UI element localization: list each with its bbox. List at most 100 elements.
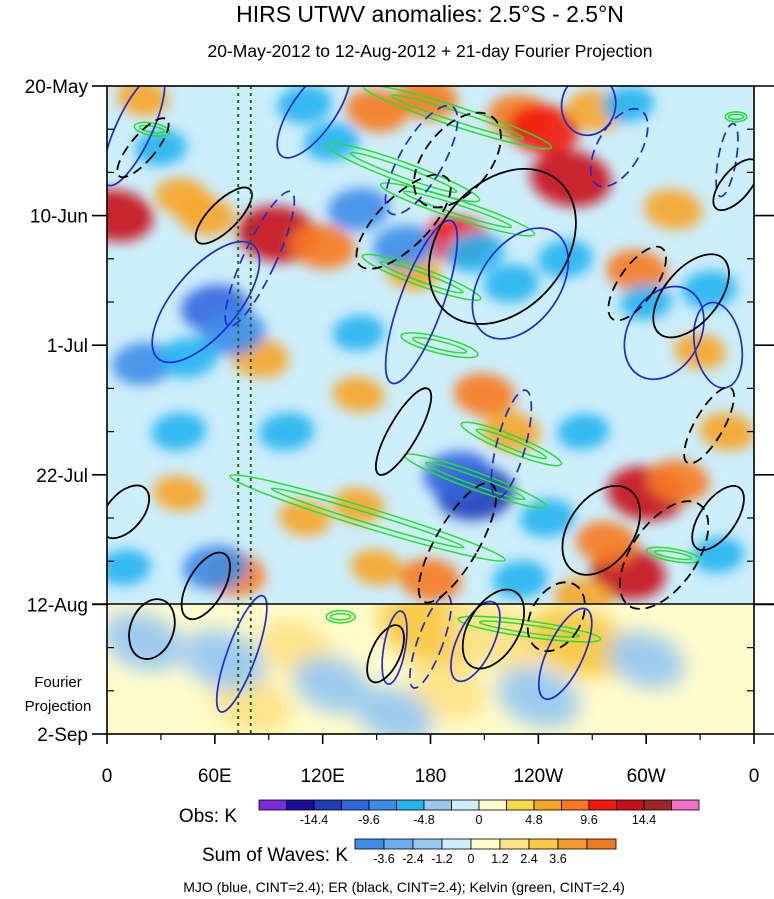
obs-colorbar-label: Obs: K — [179, 806, 237, 827]
y-tick-label: 22-Jul — [36, 466, 88, 487]
anomaly-blob — [530, 150, 612, 207]
kelvin-contour — [411, 336, 468, 354]
er-contour — [619, 500, 710, 610]
colorbar-box — [383, 838, 414, 850]
y-axis: 20-May 10-Jun 1-Jul 22-Jul 12-Aug 2-Sep — [25, 77, 774, 746]
er-contour — [607, 245, 667, 322]
x-tick-label: 0 — [749, 766, 760, 787]
anomaly-blob — [647, 459, 710, 503]
mjo-contour — [589, 107, 649, 188]
y-tick-label: 12-Aug — [27, 595, 88, 616]
kelvin-contour — [270, 487, 465, 549]
colorbar-box — [588, 799, 617, 811]
kelvin-contour — [229, 474, 506, 562]
anomaly-blob — [327, 188, 390, 231]
colorbar-tick-label: -4.8 — [413, 813, 435, 827]
colorbar-box — [533, 799, 562, 811]
anomaly-blob — [699, 412, 754, 451]
anomaly-blob — [508, 104, 580, 155]
y-tick-label: 1-Jul — [47, 336, 88, 357]
kelvin-contour — [379, 182, 536, 237]
x-tick-label: 120E — [300, 766, 344, 787]
kelvin-contour — [645, 546, 701, 564]
anomaly-blob — [304, 122, 360, 161]
anomaly-blob — [399, 558, 462, 602]
colorbar-tick-label: -3.6 — [373, 852, 395, 866]
mjo-contour — [715, 122, 739, 198]
projection-blob — [107, 611, 183, 672]
anomaly-blob — [643, 189, 703, 230]
anomaly-blob — [446, 232, 505, 273]
anomaly-blob — [350, 549, 403, 586]
obs-colorbar: Obs: K -14.4 -9.6 -4.8 0 4.8 9.6 14.4 — [179, 799, 700, 827]
anomaly-blob — [117, 86, 169, 117]
colorbar-box — [412, 838, 443, 850]
anomaly-blob — [152, 475, 205, 512]
kelvin-contour — [460, 421, 563, 467]
anomaly-blob — [483, 264, 539, 303]
colorbar-box — [499, 838, 530, 850]
anomaly-blob — [259, 412, 315, 451]
colorbar-box — [313, 799, 342, 811]
colorbar-box — [354, 838, 385, 850]
reference-lines — [237, 86, 252, 734]
projection-blob — [356, 687, 433, 734]
x-tick-label: 180 — [415, 766, 447, 787]
mjo-contour — [151, 240, 261, 364]
kelvin-contour — [390, 94, 525, 140]
anomaly-blob — [290, 223, 356, 270]
colorbar-box — [470, 838, 501, 850]
colorbar-tick-label: 0 — [476, 813, 483, 827]
x-axis: 0 60E 120E 180 120W 60W 0 — [102, 734, 760, 787]
x-tick-label: 60W — [627, 766, 666, 787]
er-contour — [427, 167, 577, 325]
mjo-contour — [693, 301, 744, 389]
kelvin-contour — [727, 113, 745, 121]
footer-caption: MJO (blue, CINT=2.4); ER (black, CINT=2.… — [183, 879, 625, 895]
kelvin-contour — [349, 151, 458, 194]
kelvin-contour — [425, 461, 526, 501]
mjo-contour — [560, 86, 617, 137]
projection-label-line1: Fourier — [34, 674, 82, 691]
er-contour — [355, 173, 452, 270]
projection-blob — [293, 656, 370, 713]
kelvin-contour — [402, 190, 513, 229]
mjo-contour — [409, 593, 452, 689]
colorbar-tick-label: -1.2 — [431, 852, 453, 866]
anomaly-blob — [537, 239, 593, 278]
mjo-contour — [215, 594, 268, 713]
anomaly-blob — [151, 412, 207, 451]
projection-blob — [608, 631, 685, 689]
kelvin-contour — [325, 609, 356, 624]
anomaly-blob — [134, 129, 187, 166]
colorbar-box — [478, 799, 507, 811]
chart-subtitle: 20-May-2012 to 12-Aug-2012 + 21-day Four… — [207, 41, 652, 61]
anomaly-blob — [453, 373, 516, 417]
er-contour — [116, 117, 170, 179]
anomaly-blob — [345, 89, 408, 133]
anomaly-blob — [606, 249, 668, 293]
anomaly-blob — [277, 86, 333, 124]
anomaly-blob — [112, 342, 174, 386]
x-tick-label: 60E — [198, 766, 232, 787]
colorbar-box — [441, 838, 472, 850]
kelvin-contour — [361, 253, 482, 302]
anomaly-blob — [519, 498, 575, 538]
mjo-contour — [381, 610, 408, 685]
er-contour — [366, 624, 405, 684]
anomaly-blob — [107, 549, 151, 586]
er-contour — [194, 186, 253, 245]
er-contour — [374, 387, 433, 476]
colorbar-box — [671, 799, 700, 811]
colorbar-box — [258, 799, 287, 811]
er-contour — [413, 111, 502, 209]
kelvin-contour — [475, 428, 548, 460]
mjo-contour — [490, 389, 533, 499]
colorbar-box — [423, 799, 452, 811]
anomaly-blob — [620, 283, 673, 321]
colorbar-box — [506, 799, 535, 811]
colorbar-box — [643, 799, 672, 811]
mjo-contour — [384, 219, 459, 385]
anomaly-blob — [332, 314, 385, 351]
